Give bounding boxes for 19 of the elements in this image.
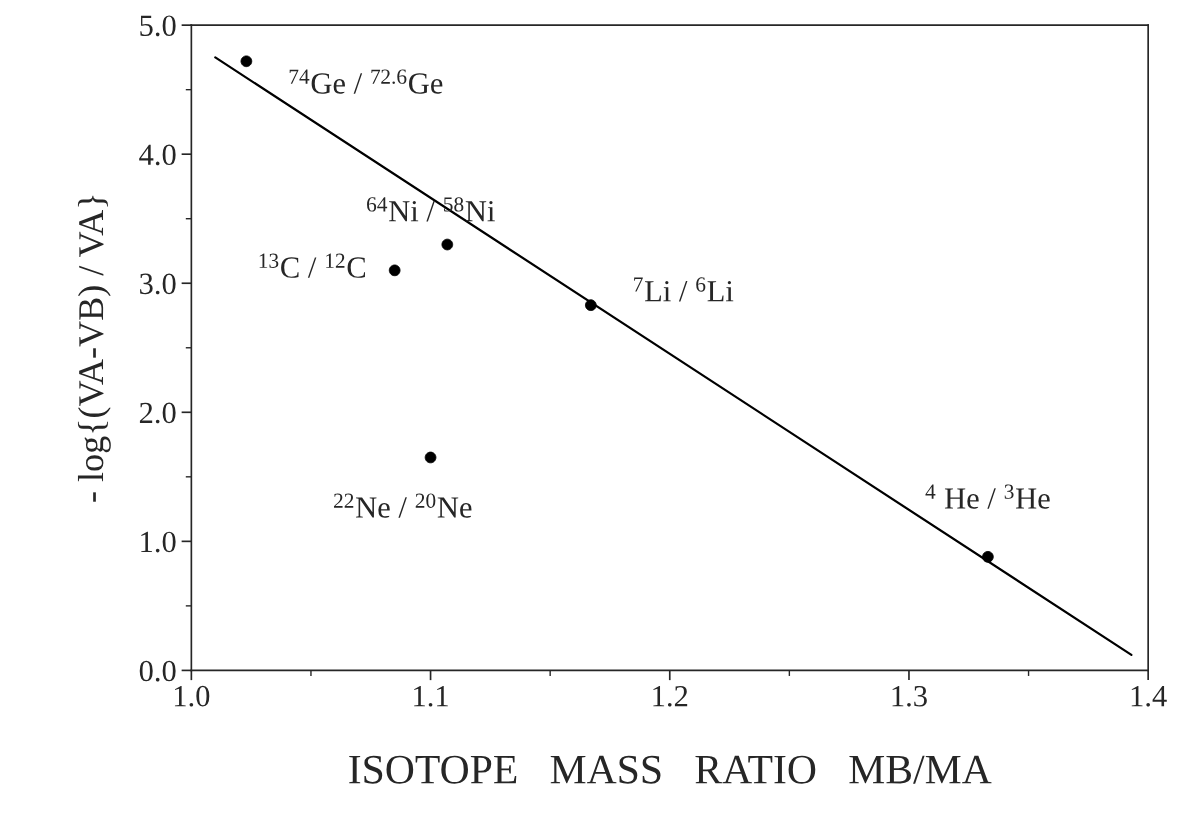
- y-axis-title: - log{(VA-VB) / VA}: [77, 195, 111, 502]
- y-tick-label: 4.0: [139, 144, 176, 166]
- annotation: $^{4}$ He / $^{3}$He: [925, 484, 1050, 509]
- x-tick-label: 1.1: [414, 686, 448, 707]
- annotation: $^{74}$Ge / $^{72.6}$Ge: [289, 69, 443, 94]
- annotation: $^{13}$C / $^{12}$C: [259, 253, 366, 278]
- y-tick-label: 0.0: [139, 660, 176, 682]
- x-tick-label: 1.4: [1131, 686, 1167, 707]
- y-tick-label: 1.0: [141, 531, 176, 553]
- x-tick-label: 1.0: [174, 685, 210, 707]
- y-tick-label: 5.0: [140, 15, 176, 37]
- x-tick-label: 1.3: [892, 685, 927, 707]
- y-tick-label: 3.0: [140, 273, 176, 295]
- annotation: $^{64}$Ni / $^{58}$Ni: [367, 197, 495, 222]
- y-tick-label: 2.0: [139, 402, 176, 424]
- x-axis-title: ISOTOPE MASS RATIO MB/MA: [349, 755, 992, 784]
- annotation: $^{7}$Li / $^{6}$Li: [634, 277, 734, 302]
- annotation: $^{22}$Ne / $^{20}$Ne: [333, 493, 472, 518]
- x-tick-label: 1.2: [653, 685, 688, 707]
